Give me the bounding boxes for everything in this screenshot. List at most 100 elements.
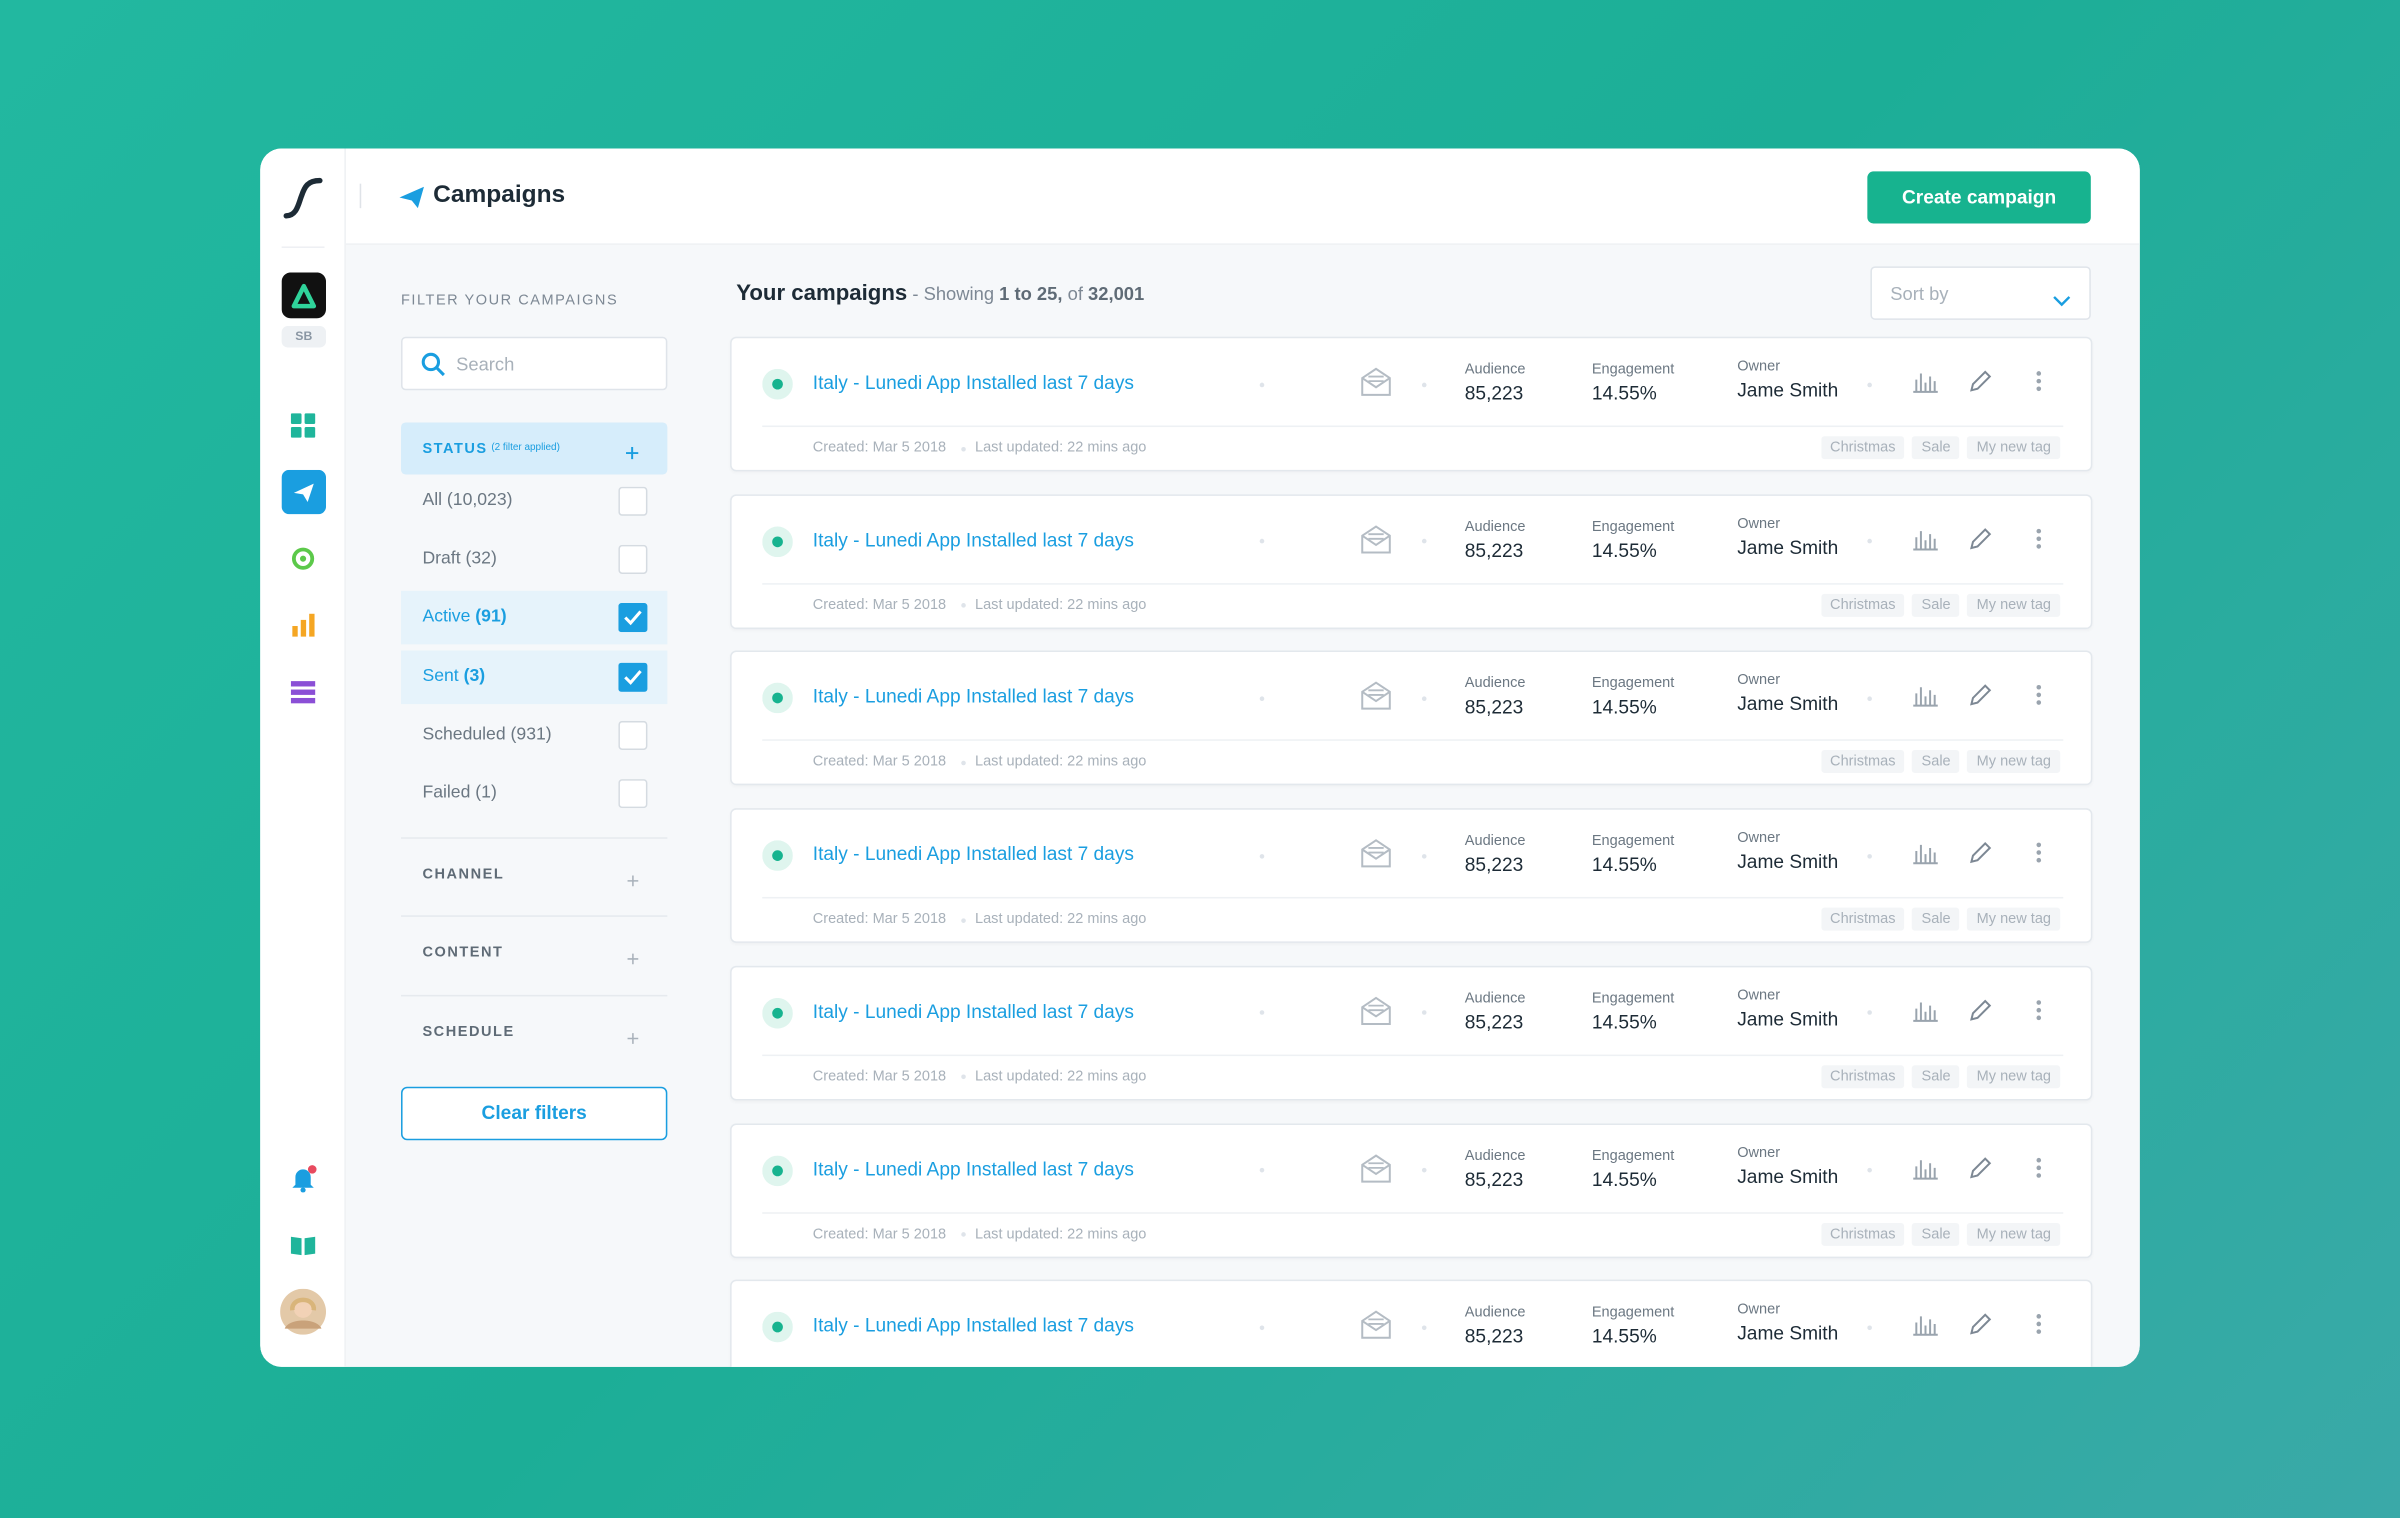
status-checkbox[interactable] [618, 486, 648, 516]
stats-button[interactable] [1912, 526, 1940, 551]
sort-dropdown[interactable]: Sort by [1870, 266, 2091, 320]
icon-part [1913, 687, 1938, 708]
campaign-name[interactable]: Italy - Lunedi App Installed last 7 days [812, 529, 1134, 551]
icon-part [627, 875, 639, 887]
campaign-name[interactable]: Italy - Lunedi App Installed last 7 days [812, 1000, 1134, 1023]
campaign-name[interactable]: Italy - Lunedi App Installed last 7 days [812, 371, 1134, 394]
campaign-row[interactable]: Italy - Lunedi App Installed last 7 days… [730, 1279, 2093, 1367]
edit-button[interactable] [1968, 683, 1992, 707]
more-button[interactable] [2034, 526, 2043, 550]
status-checkbox[interactable] [618, 545, 648, 575]
icon-part [1361, 524, 1391, 554]
status-option[interactable]: Draft (32) [401, 533, 667, 587]
icon-part [1970, 999, 1992, 1021]
icon-part [1361, 1163, 1391, 1175]
icon-part [762, 368, 793, 400]
audience-label: Audience [1464, 361, 1526, 379]
edit-button[interactable] [1968, 840, 1992, 864]
campaign-row[interactable]: Italy - Lunedi App Installed last 7 days… [730, 336, 2093, 472]
nav-docs[interactable] [290, 1235, 316, 1256]
icon-part [1368, 689, 1384, 697]
avatar[interactable] [280, 1288, 327, 1335]
icon-part [283, 177, 323, 219]
row-divider [762, 739, 2064, 742]
filter-section[interactable]: CONTENT [401, 937, 667, 971]
icon-part [290, 681, 316, 687]
status-option[interactable]: Failed (1) [401, 767, 667, 821]
icon-part [627, 954, 639, 965]
icon-part [627, 875, 639, 887]
icon-part [2036, 528, 2042, 533]
clear-filters-button[interactable]: Clear filters [401, 1086, 668, 1141]
icon-part [1361, 996, 1391, 1025]
more-button[interactable] [2034, 1312, 2043, 1336]
status-option[interactable]: Sent (3) [401, 649, 668, 704]
stats-button[interactable] [1912, 840, 1940, 865]
channel-icon [1359, 1309, 1393, 1340]
separator-dot [1866, 696, 1872, 701]
icon-part [300, 1187, 306, 1193]
engagement-value: 14.55% [1591, 697, 1657, 719]
status-option[interactable]: All (10,023) [401, 474, 667, 528]
stats-button[interactable] [1912, 369, 1940, 393]
icon-part [1970, 1156, 1992, 1178]
campaign-row[interactable]: Italy - Lunedi App Installed last 7 days… [730, 493, 2093, 629]
campaign-name[interactable]: Italy - Lunedi App Installed last 7 days [812, 1157, 1134, 1180]
nav-analytics[interactable] [291, 612, 315, 637]
status-header[interactable]: STATUS (2 filter applied) [401, 422, 668, 475]
status-dot [762, 526, 793, 557]
create-campaign-button[interactable]: Create campaign [1867, 171, 2091, 224]
icon-part [290, 413, 316, 438]
campaign-name[interactable]: Italy - Lunedi App Installed last 7 days [812, 686, 1134, 708]
status-checkbox[interactable] [618, 603, 648, 633]
edit-button[interactable] [1968, 1312, 1992, 1336]
tag: Sale [1912, 907, 1960, 931]
icon-part [762, 1154, 793, 1186]
nav-dashboard[interactable] [290, 413, 316, 438]
more-button[interactable] [2034, 369, 2043, 393]
search-box[interactable]: Search [401, 336, 668, 391]
separator-dot [1421, 1010, 1426, 1016]
stats-button[interactable] [1912, 998, 1940, 1022]
status-checkbox[interactable] [618, 662, 648, 692]
more-button[interactable] [2034, 1155, 2043, 1179]
status-option[interactable]: Scheduled (931) [401, 708, 667, 762]
campaign-name[interactable]: Italy - Lunedi App Installed last 7 days [812, 1315, 1134, 1337]
more-button[interactable] [2034, 840, 2043, 864]
icon-part [618, 662, 648, 692]
channel-icon [1359, 523, 1393, 554]
engagement-label: Engagement [1591, 518, 1675, 536]
icon-part [1970, 370, 1992, 392]
nav-data[interactable] [290, 680, 316, 704]
row-divider [762, 1054, 2064, 1056]
campaign-row[interactable]: Italy - Lunedi App Installed last 7 days… [730, 965, 2093, 1101]
nav-campaigns[interactable] [281, 469, 327, 515]
icon-part [772, 378, 783, 390]
edit-button[interactable] [1968, 1155, 1992, 1179]
status-checkbox[interactable] [618, 720, 648, 750]
stats-button[interactable] [1912, 1312, 1940, 1336]
campaign-row[interactable]: Italy - Lunedi App Installed last 7 days… [730, 651, 2093, 786]
icon-part [1361, 1153, 1391, 1182]
status-option[interactable]: Active (91) [401, 591, 668, 645]
filter-section[interactable]: CHANNEL [401, 859, 667, 893]
filter-section[interactable]: SCHEDULE [401, 1016, 667, 1050]
nav-notifications[interactable] [291, 1165, 319, 1193]
icon-part [2036, 685, 2042, 706]
edit-button[interactable] [1968, 369, 1992, 393]
edit-button[interactable] [1968, 998, 1992, 1022]
campaign-row[interactable]: Italy - Lunedi App Installed last 7 days… [730, 808, 2093, 944]
campaign-row[interactable]: Italy - Lunedi App Installed last 7 days… [730, 1122, 2093, 1258]
more-button[interactable] [2034, 683, 2043, 707]
edit-button[interactable] [1968, 526, 1992, 550]
more-button[interactable] [2034, 998, 2043, 1022]
filter-section-title: CHANNEL [422, 866, 505, 884]
status-checkbox[interactable] [618, 779, 648, 809]
campaign-name[interactable]: Italy - Lunedi App Installed last 7 days [812, 843, 1134, 865]
icon-part [1913, 1159, 1938, 1179]
stats-button[interactable] [1912, 1155, 1940, 1179]
icon-part [300, 619, 307, 637]
filter-section-title: SCHEDULE [422, 1023, 515, 1041]
nav-journeys[interactable] [291, 546, 315, 570]
stats-button[interactable] [1912, 683, 1940, 708]
